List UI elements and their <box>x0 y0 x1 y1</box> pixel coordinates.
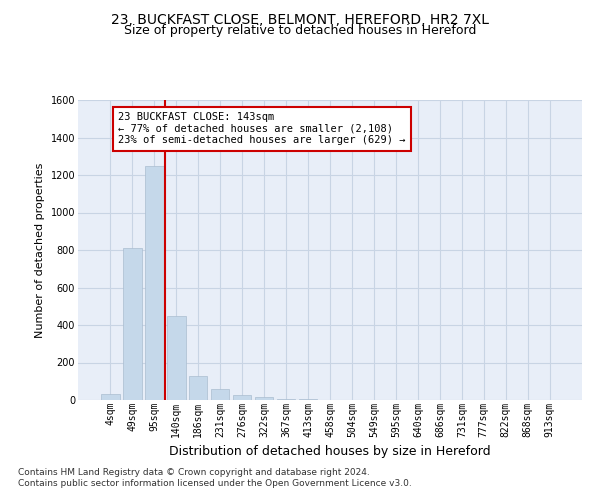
Text: Size of property relative to detached houses in Hereford: Size of property relative to detached ho… <box>124 24 476 37</box>
Text: Contains HM Land Registry data © Crown copyright and database right 2024.
Contai: Contains HM Land Registry data © Crown c… <box>18 468 412 487</box>
Bar <box>277 398 295 400</box>
Text: 23, BUCKFAST CLOSE, BELMONT, HEREFORD, HR2 7XL: 23, BUCKFAST CLOSE, BELMONT, HEREFORD, H… <box>111 12 489 26</box>
Bar <box>189 376 208 400</box>
Bar <box>101 394 119 400</box>
Y-axis label: Number of detached properties: Number of detached properties <box>35 162 45 338</box>
Bar <box>299 399 317 400</box>
Bar <box>145 166 164 400</box>
Bar <box>233 396 251 400</box>
Bar <box>211 389 229 400</box>
Text: 23 BUCKFAST CLOSE: 143sqm
← 77% of detached houses are smaller (2,108)
23% of se: 23 BUCKFAST CLOSE: 143sqm ← 77% of detac… <box>118 112 406 146</box>
X-axis label: Distribution of detached houses by size in Hereford: Distribution of detached houses by size … <box>169 445 491 458</box>
Bar <box>123 248 142 400</box>
Bar <box>167 316 185 400</box>
Bar <box>255 397 274 400</box>
